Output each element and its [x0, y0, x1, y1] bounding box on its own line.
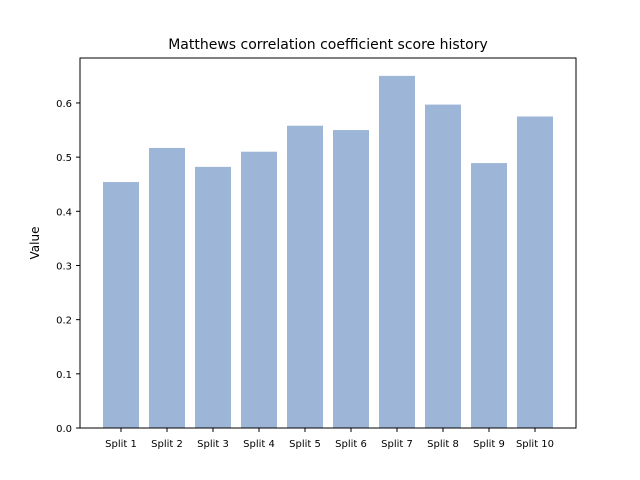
bar-split-3 [195, 166, 231, 428]
x-tick-label: Split 7 [381, 439, 413, 450]
y-tick-label: 0.6 [56, 99, 72, 110]
x-tick-label: Split 5 [289, 439, 321, 450]
x-tick-label: Split 8 [427, 439, 459, 450]
x-tick-label: Split 10 [516, 439, 554, 450]
x-tick-label: Split 1 [105, 439, 137, 450]
y-tick-label: 0.3 [56, 261, 72, 272]
bar-split-10 [517, 116, 553, 428]
bar-split-8 [425, 104, 461, 429]
bar-split-1 [103, 182, 139, 428]
plot-frame [79, 57, 577, 429]
y-axis: 0.0 0.1 0.2 0.3 0.4 0.5 0.6 [56, 99, 80, 435]
chart-title: Matthews correlation coefficient score h… [168, 37, 488, 53]
y-tick-label: 0.0 [56, 424, 72, 435]
x-tick-label: Split 9 [473, 439, 505, 450]
bar-split-2 [149, 147, 185, 428]
x-tick-label: Split 2 [151, 439, 183, 450]
y-tick-label: 0.4 [56, 207, 72, 218]
y-tick-label: 0.2 [56, 316, 72, 327]
x-tick-label: Split 3 [197, 439, 229, 450]
x-tick-label: Split 6 [335, 439, 367, 450]
x-axis: Split 1 Split 2 Split 3 Split 4 Split 5 Split… [105, 428, 554, 450]
bar-split-4 [241, 151, 277, 429]
x-tick-label: Split 4 [243, 439, 275, 450]
bar-split-7 [379, 75, 415, 428]
bar-split-6 [333, 130, 369, 428]
y-axis-title: Value [28, 227, 42, 260]
bar-split-5 [287, 125, 323, 429]
y-tick-label: 0.1 [56, 370, 72, 381]
y-tick-label: 0.5 [56, 153, 72, 164]
bar-split-9 [471, 163, 507, 429]
bars-group [103, 75, 553, 429]
